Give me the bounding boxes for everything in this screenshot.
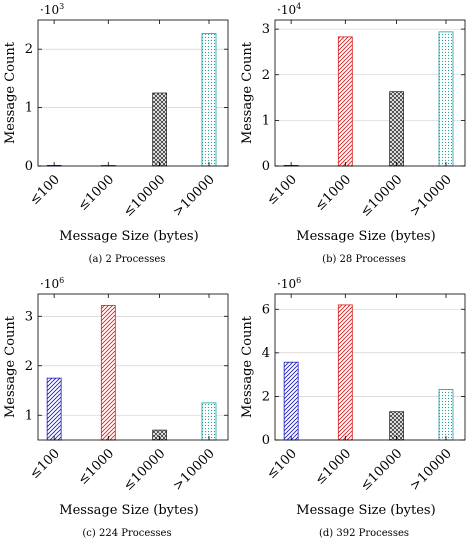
bar-0 bbox=[283, 361, 299, 441]
x-tick-label: >10000 bbox=[407, 446, 455, 494]
x-tick-label: ≤1000 bbox=[312, 446, 354, 488]
y-tick-label: 0 bbox=[262, 433, 270, 448]
y-axis-label: Message Count bbox=[240, 315, 255, 418]
x-axis-label: Message Size (bytes) bbox=[59, 503, 198, 518]
y-tick-label: 1 bbox=[25, 101, 33, 116]
plot-frame bbox=[37, 293, 229, 441]
plot-frame bbox=[37, 19, 229, 167]
bar-3 bbox=[201, 33, 217, 167]
y-tick-label: 2 bbox=[25, 42, 33, 57]
x-tick-label: ≤10000 bbox=[358, 446, 406, 494]
x-tick-label: ≤100 bbox=[27, 446, 63, 482]
x-tick-label: ≤1000 bbox=[312, 172, 354, 214]
y-tick-label: 1 bbox=[262, 113, 270, 128]
bar-chart-b: 0 1 2 3 ≤100 ≤1000 ≤10000 >10000 ·104 Message Cou… bbox=[240, 2, 466, 265]
y-tick-label: 2 bbox=[262, 68, 270, 83]
x-tick-label: ≤100 bbox=[264, 172, 300, 208]
chart-panel-b: 0 1 2 3 ≤100 ≤1000 ≤10000 >10000 ·104 Message Cou… bbox=[237, 0, 474, 273]
x-tick-label: ≤1000 bbox=[75, 446, 117, 488]
y-axis-label: Message Count bbox=[240, 41, 255, 144]
chart-caption: (c) 224 Processes bbox=[82, 528, 171, 539]
y-axis-label: Message Count bbox=[3, 41, 18, 144]
bar-2 bbox=[152, 92, 168, 167]
y-tick-label: 0 bbox=[262, 159, 270, 174]
y-tick-label: 3 bbox=[25, 309, 33, 324]
chart-panel-a: 0 1 2 ≤100 ≤1000 ≤10000 >10000 ·103 Message Coun… bbox=[0, 0, 237, 273]
bar-1 bbox=[337, 36, 353, 167]
plot-frame bbox=[274, 19, 466, 167]
y-tick-label: 0 bbox=[25, 159, 33, 174]
y-axis-label: Message Count bbox=[3, 315, 18, 418]
x-tick-label: ≤100 bbox=[27, 172, 63, 208]
x-tick-label: >10000 bbox=[170, 446, 218, 494]
bar-1 bbox=[337, 304, 353, 441]
y-tick-label: 6 bbox=[262, 302, 270, 317]
x-tick-label: >10000 bbox=[170, 172, 218, 220]
chart-panel-c: 1 2 3 ≤100 ≤1000 ≤10000 >10000 ·106 Message Coun… bbox=[0, 274, 237, 547]
bar-2 bbox=[389, 411, 405, 441]
bar-chart-a: 0 1 2 ≤100 ≤1000 ≤10000 >10000 ·103 Message Coun… bbox=[3, 2, 229, 265]
x-axis-label: Message Size (bytes) bbox=[296, 503, 435, 518]
y-multiplier: ·106 bbox=[40, 276, 64, 291]
chart-caption: (d) 392 Processes bbox=[319, 528, 409, 539]
bar-chart-d: 0 2 4 6 ≤100 ≤1000 ≤10000 >10000 ·106 Message Cou… bbox=[240, 276, 466, 539]
x-axis-label: Message Size (bytes) bbox=[296, 229, 435, 244]
y-multiplier: ·103 bbox=[40, 2, 64, 17]
x-tick-label: ≤100 bbox=[264, 446, 300, 482]
y-tick-label: 2 bbox=[262, 389, 270, 404]
x-tick-label: >10000 bbox=[407, 172, 455, 220]
chart-panel-d: 0 2 4 6 ≤100 ≤1000 ≤10000 >10000 ·106 Message Cou… bbox=[237, 274, 474, 547]
x-tick-label: ≤10000 bbox=[121, 446, 169, 494]
bar-2 bbox=[389, 91, 405, 167]
bar-1 bbox=[100, 304, 116, 441]
chart-caption: (a) 2 Processes bbox=[89, 254, 166, 265]
plot-frame bbox=[274, 293, 466, 441]
bar-3 bbox=[438, 31, 454, 167]
y-tick-label: 2 bbox=[25, 359, 33, 374]
x-tick-label: ≤1000 bbox=[75, 172, 117, 214]
x-axis-label: Message Size (bytes) bbox=[59, 229, 198, 244]
x-tick-label: ≤10000 bbox=[358, 172, 406, 220]
bar-0 bbox=[46, 377, 62, 441]
y-tick-label: 3 bbox=[262, 22, 270, 37]
y-multiplier: ·104 bbox=[277, 2, 301, 17]
bar-3 bbox=[201, 402, 217, 441]
y-multiplier: ·106 bbox=[277, 276, 301, 291]
x-tick-label: ≤10000 bbox=[121, 172, 169, 220]
y-tick-label: 4 bbox=[262, 346, 270, 361]
y-tick-label: 1 bbox=[25, 408, 33, 423]
chart-caption: (b) 28 Processes bbox=[322, 254, 406, 265]
bar-3 bbox=[438, 389, 454, 441]
bar-chart-c: 1 2 3 ≤100 ≤1000 ≤10000 >10000 ·106 Message Coun… bbox=[3, 276, 229, 539]
